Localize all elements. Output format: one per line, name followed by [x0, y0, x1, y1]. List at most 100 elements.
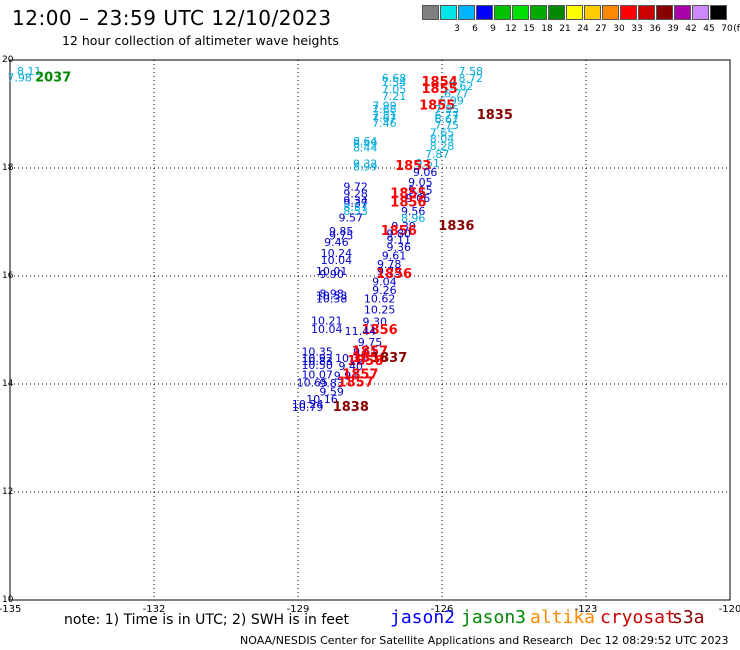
wave-height-label: 10.01 [316, 265, 348, 278]
wave-height-label: 9.06 [413, 166, 438, 179]
satellite-legend-cryosat: cryosat [600, 607, 676, 628]
legend-tick-label: 39 [667, 24, 679, 34]
wave-height-label: 6.67 [435, 113, 460, 126]
wave-height-label: 9.30 [363, 315, 388, 328]
legend-tick-label: 27 [595, 24, 607, 34]
satellite-legend-altika: altika [530, 607, 596, 628]
wave-height-label: 9.15 [408, 184, 433, 197]
wave-height-label: 9.90 [319, 268, 344, 281]
wave-height-label: 7.68 [372, 103, 397, 116]
wave-height-label: 10.33 [335, 352, 367, 365]
observation-time-label: 1856 [352, 351, 388, 366]
observation-time-label: 1836 [438, 219, 474, 234]
longitude-tick-label: -132 [143, 604, 166, 615]
wave-height-label: 9.75 [329, 230, 354, 243]
legend-swatch [674, 5, 691, 20]
wave-height-label: 9.72 [343, 180, 368, 193]
observation-time-label: 1855 [390, 186, 426, 201]
wave-height-label: 7.87 [425, 148, 450, 161]
wave-height-label: 10.07 [301, 368, 333, 381]
wave-height-label: 7.05 [382, 83, 407, 96]
wave-height-label: 10.24 [292, 398, 324, 411]
wave-height-label: 7.21 [382, 90, 407, 103]
legend-tick-label: 3 [454, 24, 460, 34]
wave-height-label: 7.46 [372, 117, 397, 130]
observation-time-label: 1856 [376, 267, 412, 282]
legend-tick-label: 30 [613, 24, 625, 34]
legend-swatch [422, 5, 439, 20]
wave-height-label: 7.58 [459, 65, 484, 78]
longitude-tick-label: -129 [287, 604, 310, 615]
legend-tick-label: 21 [559, 24, 571, 34]
observation-time-label: 1856 [347, 354, 383, 369]
map-frame [9, 59, 731, 601]
legend-swatch [512, 5, 529, 20]
legend-swatch [602, 5, 619, 20]
wave-height-label: 9.57 [339, 212, 364, 225]
legend-tick-label: 33 [631, 24, 643, 34]
wave-height-label: 7.81 [372, 109, 397, 122]
wave-height-label: 11.44 [345, 325, 377, 338]
wave-height-label: 10.04 [321, 254, 353, 267]
wave-height-label: 6.77 [444, 87, 469, 100]
legend-tick-label: 70 [721, 24, 733, 34]
legend-swatch [458, 5, 475, 20]
longitude-tick-labels: -135 -132 -129 -126 -123 -120 [0, 604, 740, 615]
wave-height-label: 9.56 [401, 205, 426, 218]
satellite-legend-jason2: jason2 [390, 607, 456, 628]
longitude-tick-label: -123 [575, 604, 598, 615]
wave-height-label: 10.21 [311, 314, 343, 327]
legend-swatch [494, 5, 511, 20]
wave-height-label: 10.04 [311, 323, 343, 336]
legend-swatch [530, 5, 547, 20]
legend-swatch [584, 5, 601, 20]
wave-height-label: 6.68 [382, 72, 407, 85]
longitude-tick-label: -120 [719, 604, 740, 615]
latitude-tick-label: 10 [2, 595, 14, 605]
wave-height-label: 9.83 [319, 377, 344, 390]
wave-height-label: 8.99 [353, 160, 378, 173]
wave-height-label: 9.51 [415, 157, 440, 170]
wave-height-label: 10.16 [306, 393, 338, 406]
wave-height-label: 8.98 [319, 287, 344, 300]
legend-swatch [620, 5, 637, 20]
wave-height-label: 9.37 [343, 197, 368, 210]
wave-height-label: 9.06 [406, 192, 431, 205]
page-subtitle: 12 hour collection of altimeter wave hei… [62, 33, 339, 48]
map-gridlines [10, 60, 730, 600]
wave-height-label: 9.85 [329, 225, 354, 238]
footnote: note: 1) Time is in UTC; 2) SWH is in fe… [64, 612, 350, 628]
wave-height-label: 6.77 [435, 109, 460, 122]
observation-time-label: 1856 [362, 323, 398, 338]
wave-height-label: 9.94 [334, 369, 359, 382]
latitude-tick-label: 20 [2, 55, 14, 65]
wave-height-label: 8.57 [343, 201, 368, 214]
observation-time-label: 1856 [381, 224, 417, 239]
wave-height-label: 7.99 [372, 99, 397, 112]
wave-height-label: 7.62 [449, 80, 474, 93]
wave-height-label: 8.96 [401, 212, 426, 225]
wave-height-label: 8.72 [459, 72, 484, 85]
legend-tick-label: 6 [472, 24, 478, 34]
wave-height-label: 8.04 [430, 132, 455, 145]
wave-height-label: 10.35 [301, 346, 333, 359]
legend-swatch [656, 5, 673, 20]
wave-height-label: 9.05 [408, 176, 433, 189]
wave-height-label: 10.83 [301, 355, 333, 368]
wave-height-label: 9.26 [372, 284, 397, 297]
wave-height-label: 10.65 [297, 376, 329, 389]
latitude-tick-label: 12 [2, 487, 13, 497]
wave-height-label: 9.40 [339, 360, 364, 373]
wave-height-label: 9.79 [377, 265, 402, 278]
legend-tick-label: 12 [505, 24, 517, 34]
legend-swatch [566, 5, 583, 20]
wave-height-label: 10.24 [321, 247, 353, 260]
wave-height-label: 7.65 [430, 126, 455, 139]
legend-swatch [548, 5, 565, 20]
legend-swatch [692, 5, 709, 20]
latitude-tick-label: 14 [2, 379, 14, 389]
observation-time-label: 1855 [422, 82, 458, 97]
page-title: 12:00 – 23:59 UTC 12/10/2023 [12, 6, 332, 30]
legend-swatch [638, 5, 655, 20]
